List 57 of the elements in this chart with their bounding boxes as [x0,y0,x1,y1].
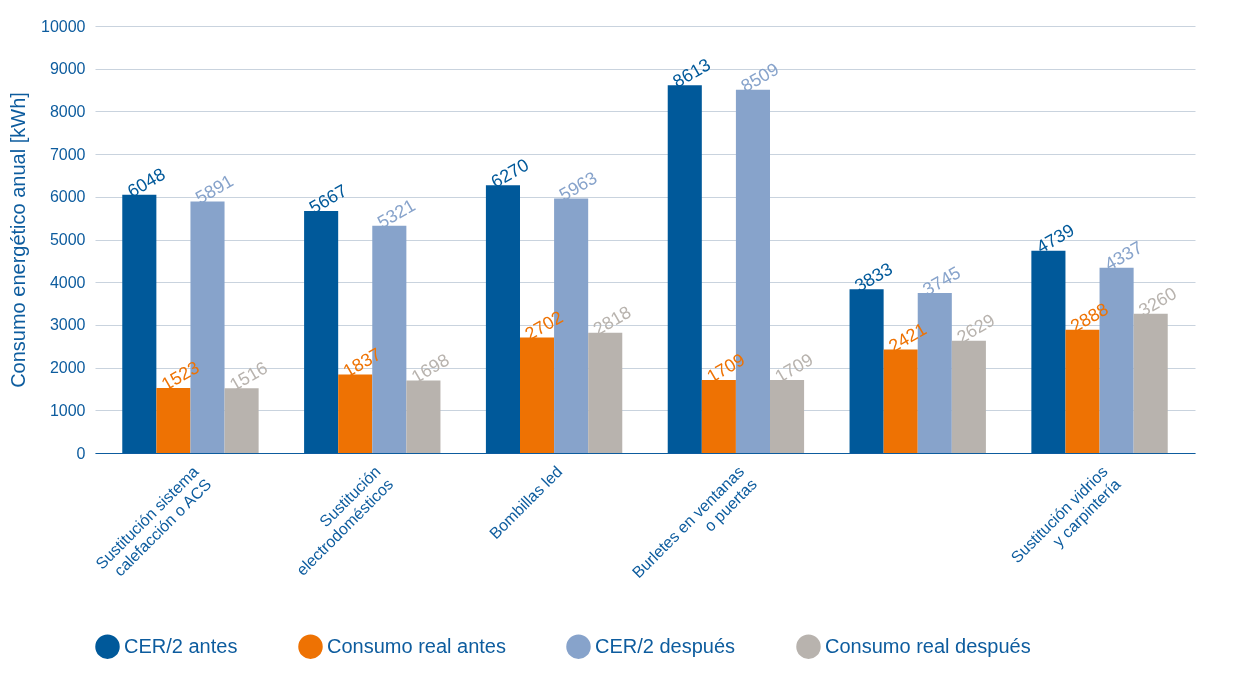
bar [588,332,623,453]
data-label: 1837 [339,343,385,382]
data-label: 2818 [589,301,635,340]
data-label: 1523 [157,357,203,395]
bar [485,185,520,453]
data-label: 4739 [1032,219,1078,258]
data-label: 2888 [1067,298,1112,337]
bar [951,340,986,453]
bar [883,349,918,453]
data-label: 5963 [555,167,601,205]
data-label: 2421 [885,318,930,357]
y-tick-label: 5000 [49,231,86,248]
y-tick-label: 2000 [49,359,86,377]
y-tick-label: 7000 [49,145,86,163]
data-label: 6270 [487,154,533,192]
legend-label: CER/2 antes [124,634,238,657]
y-axis-title: Consumo energético anual [kWh] [7,92,30,388]
legend-label: CER/2 después [595,634,736,657]
y-tick-label: 1000 [49,401,86,419]
data-label: 8509 [737,58,783,97]
bar [667,85,702,453]
bar [701,380,736,453]
legend-label: Consumo real después [825,634,1031,657]
legend-label: Consumo real antes [327,634,506,657]
data-label: 3833 [851,258,896,296]
data-label: 2629 [953,310,999,348]
bar [224,388,259,453]
bar [1065,329,1100,453]
y-tick-label: 10000 [41,17,86,35]
y-tick-label: 3000 [49,316,86,334]
y-tick-label: 8000 [49,102,86,120]
y-tick-label: 9000 [49,60,86,78]
bar [156,387,191,453]
data-label: 2702 [521,306,567,345]
data-label: 8613 [669,54,715,92]
bar [520,337,555,453]
data-label: 4337 [1101,237,1146,275]
bar [338,374,373,453]
bar [406,380,441,453]
y-tick-label: 4000 [49,273,86,291]
bar [122,194,157,453]
bar [304,211,339,453]
data-label: 3745 [919,262,965,300]
data-label: 5321 [373,195,419,233]
data-label: 1516 [226,357,271,395]
bar [849,289,884,453]
data-label: 5891 [192,170,237,209]
y-tick-label: 6000 [49,188,86,206]
data-label: 1709 [703,349,749,387]
bar [1133,313,1168,453]
data-label: 6048 [123,164,169,202]
bar [770,380,805,453]
bar [1031,250,1066,453]
y-tick-label: 0 [76,444,86,462]
data-label: 1698 [407,349,453,388]
data-label: 3260 [1135,283,1180,321]
data-label: 1709 [771,349,817,387]
